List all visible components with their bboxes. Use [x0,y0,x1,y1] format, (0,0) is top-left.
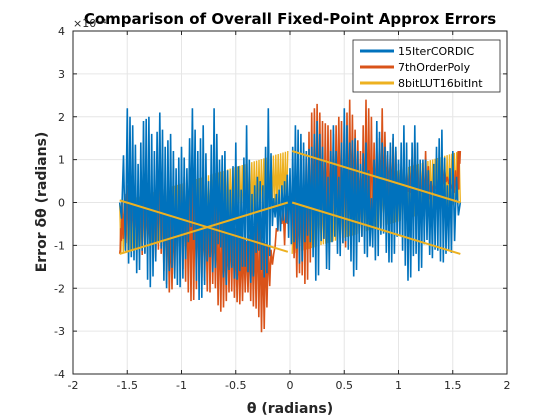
chart-title: Comparison of Overall Fixed-Point Approx… [84,10,496,28]
series-line-cordic [118,108,462,301]
x-tick-label-2: -1 [176,379,187,392]
legend-label-lut: 8bitLUT16bitInt [398,77,483,90]
series-line-lut-edge-1 [119,199,289,253]
x-tick-label-6: 1 [395,379,402,392]
legend-label-poly: 7thOrderPoly [398,61,471,74]
y-axis-label: Error δθ (radians) [34,132,50,273]
y-tick-label-4: 0 [58,197,65,210]
x-tick-label-5: 0.5 [336,379,354,392]
y-tick-label-0: -4 [54,368,65,381]
y-tick-label-5: 1 [58,154,65,167]
x-tick-label-1: -1.5 [117,379,138,392]
x-tick-label-7: 1.5 [444,379,462,392]
series-layer [118,99,462,333]
x-tick-label-8: 2 [504,379,511,392]
y-tick-label-7: 3 [58,68,65,81]
y-tick-label-6: 2 [58,111,65,124]
legend: 15IterCORDIC 7thOrderPoly 8bitLUT16bitIn… [352,39,501,93]
y-exponent-label: ×10⁻⁴ [73,17,107,30]
series-line-lut-edge-2 [119,201,289,255]
legend-label-cordic: 15IterCORDIC [398,45,475,58]
x-axis-label: θ (radians) [247,401,333,417]
y-tick-label-3: -1 [54,239,65,252]
y-axis-ticks: -4 -3 -2 -1 0 1 2 3 4 [54,25,507,381]
x-tick-label-3: -0.5 [225,379,246,392]
y-tick-label-2: -2 [54,282,65,295]
series-line-lut-edge-3 [291,150,461,204]
series-line-lut-edge-4 [291,201,461,255]
y-tick-label-1: -3 [54,325,65,338]
x-tick-label-4: 0 [287,379,294,392]
y-tick-label-8: 4 [58,25,65,38]
x-axis-ticks: -2 -1.5 -1 -0.5 0 0.5 1 1.5 2 [68,31,511,392]
x-tick-label-0: -2 [68,379,79,392]
